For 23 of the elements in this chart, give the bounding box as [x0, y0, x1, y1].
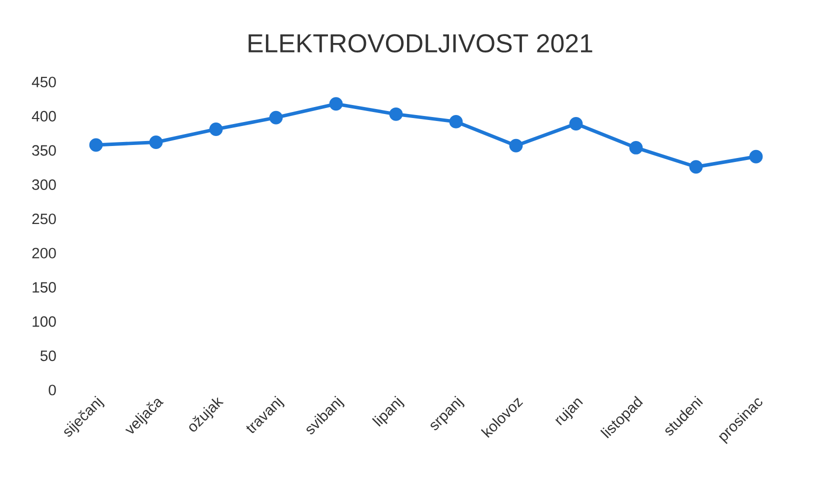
- y-tick-label: 450: [32, 76, 56, 88]
- point: [149, 136, 163, 149]
- y-tick-label: 0: [48, 384, 56, 396]
- point: [689, 160, 703, 174]
- y-tick-label: 100: [32, 316, 56, 327]
- chart-title: ELEKTROVODLJIVOST 2021: [248, 34, 592, 52]
- point: [89, 138, 103, 152]
- y-tick-label: 50: [40, 350, 56, 362]
- point: [269, 110, 283, 124]
- y-tick-label: 250: [32, 214, 56, 224]
- y-tick-label: 200: [32, 248, 56, 258]
- y-tick-label: 400: [32, 110, 56, 122]
- point: [629, 140, 643, 154]
- y-tick-label: 300: [32, 179, 56, 190]
- point: [749, 150, 763, 164]
- y-tick-label: 150: [32, 282, 56, 293]
- point: [449, 114, 463, 128]
- point: [329, 97, 343, 111]
- y-tick-label: 350: [32, 145, 56, 156]
- point: [389, 107, 403, 121]
- point: [209, 122, 223, 136]
- point: [569, 117, 583, 130]
- point: [509, 138, 523, 152]
